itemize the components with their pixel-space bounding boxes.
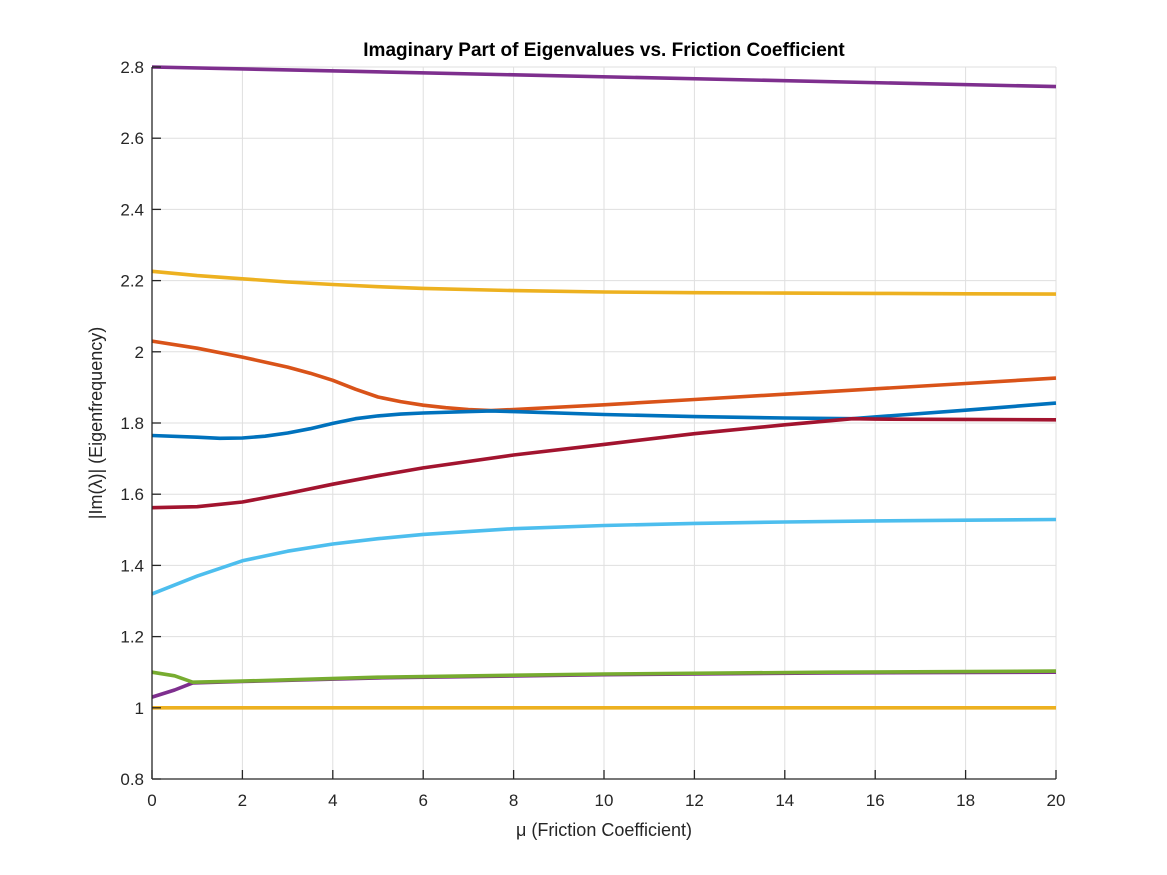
y-axis-label: |Im(λ)| (Eigenfrequency) [86, 327, 106, 519]
y-tick-label: 1 [135, 699, 144, 718]
series-line-mode-3 [151, 339, 1057, 413]
y-ticks: 0.8 1 1.2 1.4 1.6 1.8 2 2.2 2.4 2.6 2.8 [120, 58, 161, 789]
y-tick-label: 2 [135, 343, 144, 362]
x-tick-label: 4 [328, 791, 337, 810]
x-tick-label: 16 [866, 791, 885, 810]
y-tick-label: 1.4 [120, 556, 144, 575]
series-line-mode-8 [151, 669, 1057, 684]
series-line-mode-5 [151, 416, 1057, 510]
x-tick-label: 12 [685, 791, 704, 810]
series-line-mode-4 [151, 401, 1057, 441]
x-tick-label: 20 [1047, 791, 1066, 810]
x-axis-label: μ (Friction Coefficient) [516, 820, 692, 840]
series-line-mode-2 [151, 269, 1057, 296]
y-tick-label: 2.6 [120, 129, 144, 148]
y-tick-label: 1.2 [120, 628, 144, 647]
x-tick-label: 2 [238, 791, 247, 810]
chart-title: Imaginary Part of Eigenvalues vs. Fricti… [363, 40, 845, 61]
y-tick-label: 0.8 [120, 770, 144, 789]
x-tick-label: 0 [147, 791, 156, 810]
x-tick-label: 6 [418, 791, 427, 810]
y-tick-label: 2.8 [120, 58, 144, 77]
x-tick-label: 18 [956, 791, 975, 810]
x-ticks: 0 2 4 6 8 10 12 14 16 18 20 [147, 770, 1065, 810]
y-tick-label: 1.6 [120, 485, 144, 504]
series-line-mode-6 [151, 517, 1057, 596]
series-group [151, 65, 1057, 710]
x-tick-label: 8 [509, 791, 518, 810]
y-tick-label: 1.8 [120, 414, 144, 433]
y-tick-label: 2.4 [120, 200, 144, 219]
series-line-mode-1 [151, 65, 1057, 89]
x-tick-label: 14 [775, 791, 794, 810]
x-tick-label: 10 [595, 791, 614, 810]
y-tick-label: 2.2 [120, 272, 144, 291]
